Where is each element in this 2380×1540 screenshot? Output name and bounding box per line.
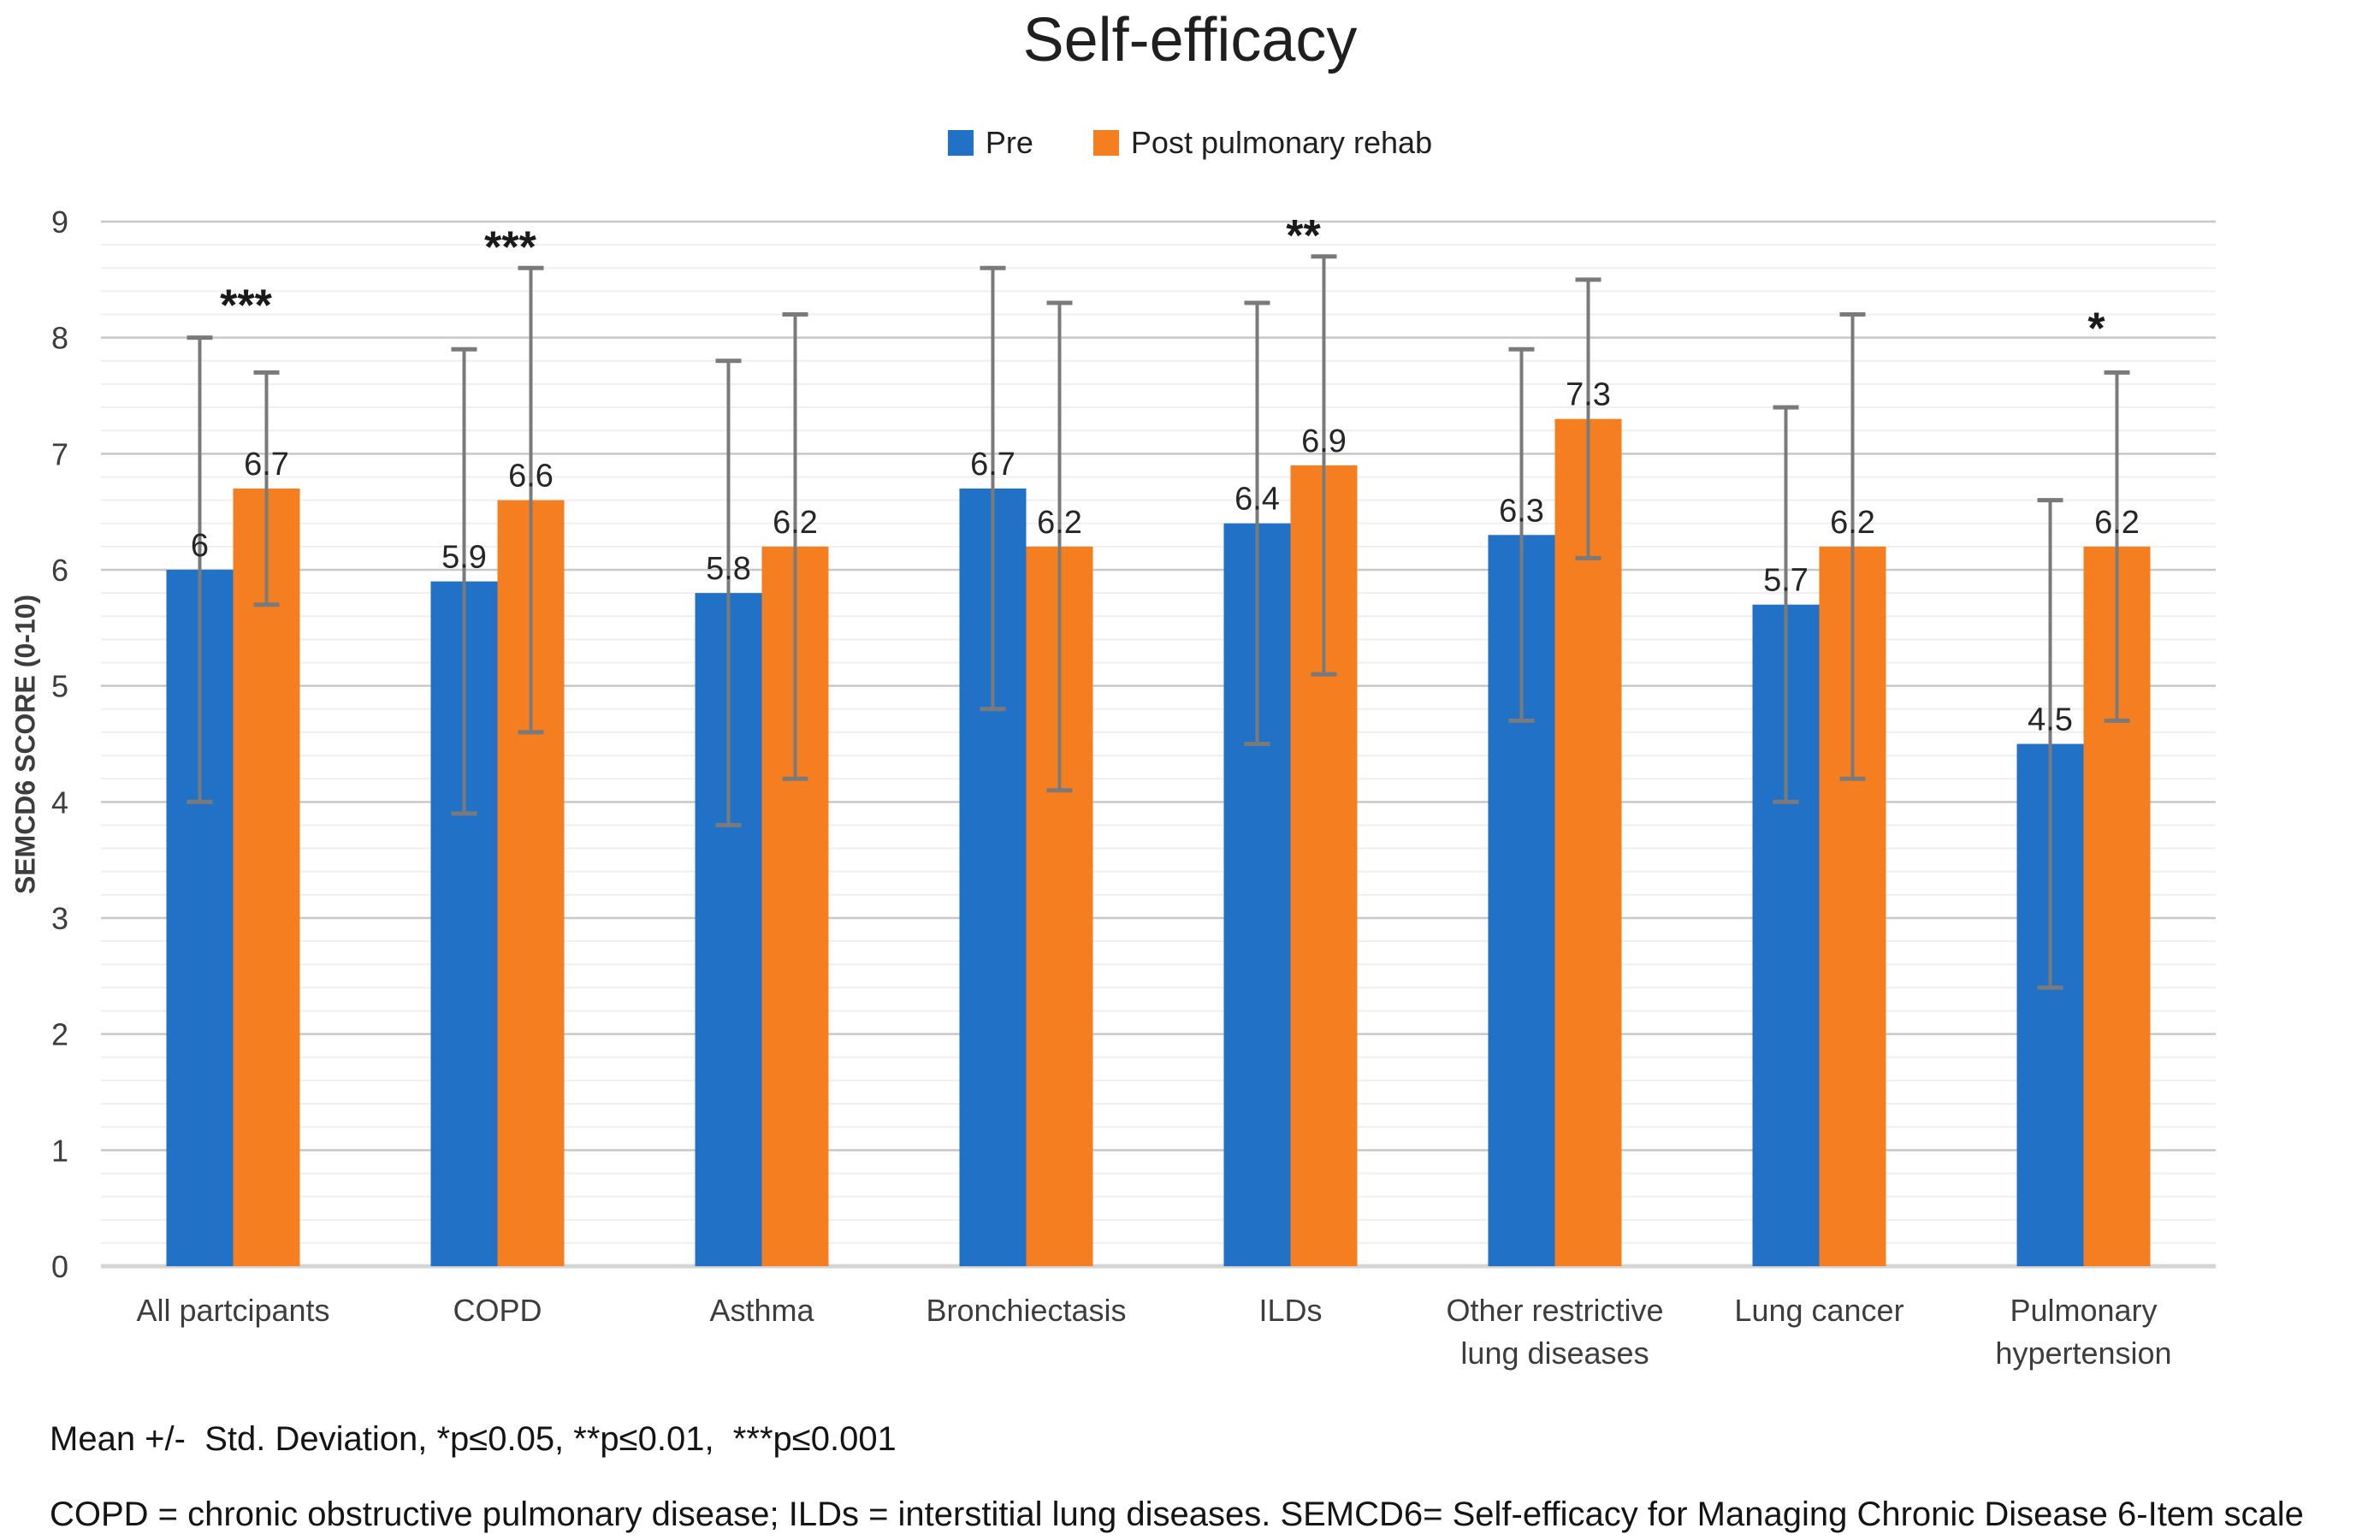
- category-label-2: COPD: [453, 1293, 542, 1328]
- significance-marker-1: ***: [220, 281, 272, 330]
- error-bar-pre-1: [186, 335, 213, 804]
- error-bar-pre-2: [451, 346, 477, 816]
- legend-swatch-post-icon: [1092, 130, 1119, 156]
- value-label-post-1: 6.7: [244, 447, 289, 483]
- error-bar-post-3: [782, 312, 808, 781]
- category-label-1: All partcipants: [136, 1293, 329, 1328]
- major-gridlines: [101, 220, 2216, 1269]
- footnote-abbreviations: COPD = chronic obstructive pulmonary dis…: [50, 1496, 2304, 1533]
- bar-post-1: [233, 489, 300, 1266]
- y-tick-label: 3: [51, 901, 68, 936]
- bars: [166, 418, 2151, 1267]
- value-label-pre-8: 4.5: [2028, 702, 2073, 738]
- category-label-5: ILDs: [1258, 1293, 1322, 1328]
- minor-gridlines: [101, 244, 2216, 1244]
- value-label-post-3: 6.2: [773, 505, 818, 541]
- y-axis-tick-labels: 0 1 2 3 4 5 6 7 8 9: [51, 204, 68, 1284]
- value-label-pre-3: 5.8: [706, 551, 751, 587]
- y-tick-label: 1: [51, 1133, 68, 1168]
- legend-label-pre: Pre: [985, 125, 1033, 160]
- error-bar-pre-6: [1508, 346, 1535, 723]
- legend: Pre Post pulmonary rehab: [0, 125, 2380, 161]
- category-label-3: Asthma: [709, 1293, 814, 1328]
- y-tick-label: 6: [51, 553, 68, 588]
- value-label-post-2: 6.6: [508, 459, 554, 495]
- significance-marker-5: **: [1286, 211, 1321, 261]
- error-bar-pre-5: [1244, 300, 1270, 746]
- value-label-post-4: 6.2: [1037, 505, 1082, 541]
- value-label-pre-1: 6: [191, 528, 209, 564]
- category-label-7: Lung cancer: [1734, 1293, 1903, 1328]
- error-bar-pre-4: [980, 265, 1006, 712]
- value-labels: 6 5.9 5.8 6.7 6.4 6.3 5.7 4.5 6.7 6.6 6.2 6.2 6.9 7.3…: [191, 377, 2140, 738]
- legend-item-post: Post pulmonary rehab: [1092, 125, 1433, 161]
- error-bar-pre-7: [1773, 405, 1799, 804]
- value-label-pre-5: 6.4: [1234, 482, 1280, 518]
- category-label-4: Bronchiectasis: [926, 1293, 1126, 1328]
- legend-label-post: Post pulmonary rehab: [1130, 125, 1433, 160]
- y-tick-label: 4: [51, 785, 68, 820]
- footnote-significance: Mean +/- Std. Deviation, *p≤0.05, **p≤0.…: [50, 1420, 897, 1458]
- value-label-post-7: 6.2: [1830, 505, 1875, 541]
- y-tick-label: 5: [51, 669, 68, 704]
- value-label-pre-2: 5.9: [441, 540, 487, 576]
- chart-title: Self-efficacy: [1022, 6, 1358, 74]
- error-bar-post-5: [1311, 254, 1337, 677]
- y-tick-label: 9: [51, 204, 68, 240]
- y-tick-label: 2: [51, 1017, 68, 1052]
- significance-markers: ****** ***: [220, 211, 2105, 354]
- value-label-post-8: 6.2: [2094, 505, 2140, 541]
- y-axis-title: SEMCD6 SCORE (0-10): [9, 594, 41, 895]
- error-bar-pre-8: [2037, 498, 2063, 990]
- legend-swatch-pre-icon: [947, 130, 974, 156]
- y-tick-label: 8: [51, 321, 68, 356]
- value-label-post-5: 6.9: [1301, 424, 1347, 459]
- y-tick-label: 0: [51, 1249, 68, 1284]
- value-label-post-6: 7.3: [1566, 377, 1611, 413]
- value-label-pre-4: 6.7: [970, 447, 1015, 483]
- x-axis-category-labels: All partcipants COPD Asthma Bronchiectasis I…: [136, 1293, 2171, 1371]
- category-label-6: Other restrictive lung diseases: [1446, 1293, 1663, 1371]
- value-label-pre-6: 6.3: [1499, 493, 1544, 529]
- error-bar-post-2: [518, 265, 544, 735]
- error-bar-post-7: [1839, 312, 1866, 781]
- y-tick-label: 7: [51, 436, 68, 471]
- significance-marker-2: ***: [484, 223, 536, 273]
- error-bar-pre-3: [715, 358, 742, 827]
- significance-marker-8: *: [2087, 305, 2105, 354]
- error-bar-post-4: [1046, 300, 1073, 793]
- value-label-pre-7: 5.7: [1763, 563, 1809, 599]
- legend-item-pre: Pre: [947, 125, 1033, 161]
- error-bar-post-6: [1575, 277, 1601, 560]
- category-label-8: Pulmonary hypertension: [1995, 1293, 2171, 1371]
- error-bar-post-1: [253, 370, 280, 607]
- error-bar-post-8: [2104, 370, 2130, 723]
- error-bars: [186, 254, 2130, 990]
